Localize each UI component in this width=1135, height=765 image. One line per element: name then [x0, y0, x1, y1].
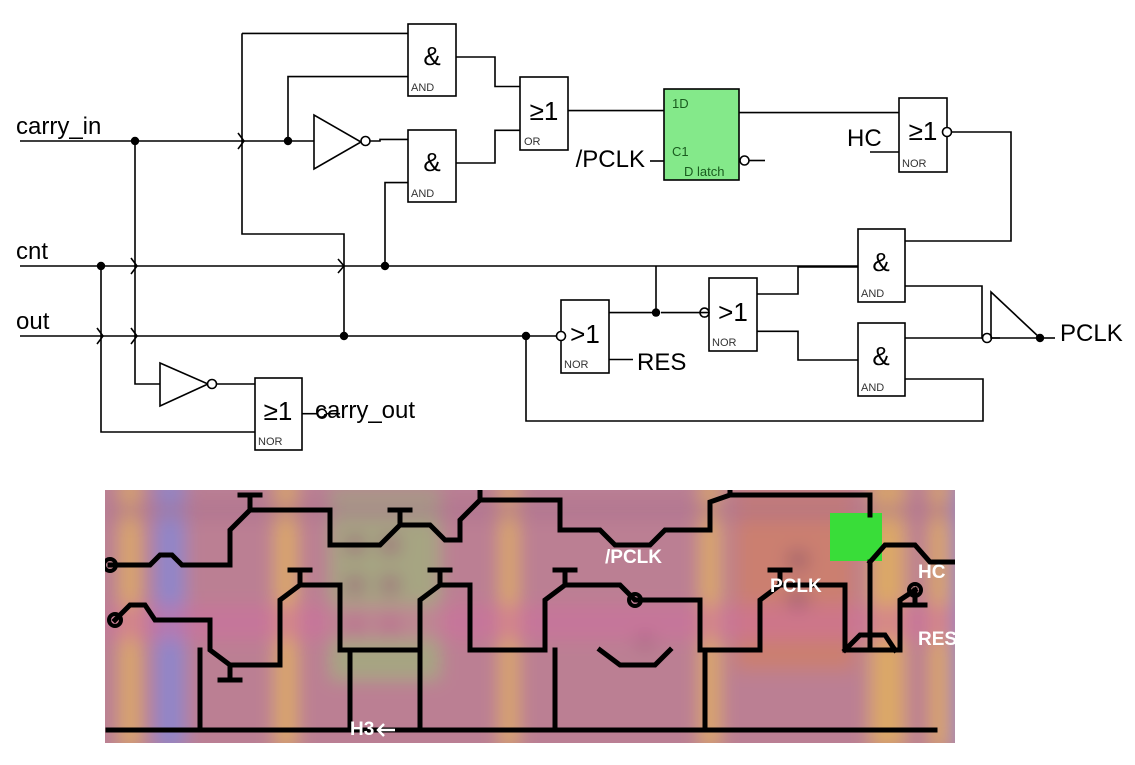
svg-text:/PCLK: /PCLK — [605, 547, 662, 568]
svg-text:AND: AND — [411, 82, 434, 94]
svg-text:1D: 1D — [672, 96, 689, 111]
svg-text:HC: HC — [847, 125, 882, 152]
svg-text:&: & — [423, 41, 440, 71]
svg-text:H2: H2 — [355, 472, 379, 493]
svg-text:OR: OR — [524, 136, 541, 148]
svg-text:AND: AND — [861, 382, 884, 394]
svg-text:AND: AND — [861, 288, 884, 300]
svg-text:C1: C1 — [672, 144, 689, 159]
svg-text:≥1: ≥1 — [909, 116, 938, 146]
svg-text:&: & — [872, 341, 889, 371]
svg-text:&: & — [872, 247, 889, 277]
svg-text:>1: >1 — [570, 319, 600, 349]
svg-text:RES: RES — [637, 349, 686, 376]
svg-text:&: & — [423, 147, 440, 177]
svg-text:NOR: NOR — [564, 359, 589, 371]
svg-text:NOR: NOR — [258, 436, 283, 448]
svg-text:NOR: NOR — [712, 337, 737, 349]
svg-text:>1: >1 — [718, 297, 748, 327]
svg-text:carry_out: carry_out — [315, 397, 415, 424]
svg-text:/PCLK: /PCLK — [576, 146, 645, 173]
svg-text:carry_in: carry_in — [16, 113, 101, 140]
svg-text:PCLK: PCLK — [1060, 320, 1123, 347]
svg-text:D latch: D latch — [684, 164, 724, 179]
svg-text:cnt: cnt — [16, 238, 48, 265]
svg-text:≥1: ≥1 — [264, 396, 293, 426]
svg-text:≥1: ≥1 — [530, 96, 559, 126]
svg-text:H3: H3 — [350, 719, 374, 740]
svg-text:NOR: NOR — [902, 158, 927, 170]
svg-text:AND: AND — [411, 188, 434, 200]
svg-text:RES: RES — [918, 629, 957, 650]
svg-text:out: out — [16, 308, 50, 335]
svg-text:HC: HC — [918, 562, 946, 583]
svg-text:PCLK: PCLK — [770, 576, 822, 597]
